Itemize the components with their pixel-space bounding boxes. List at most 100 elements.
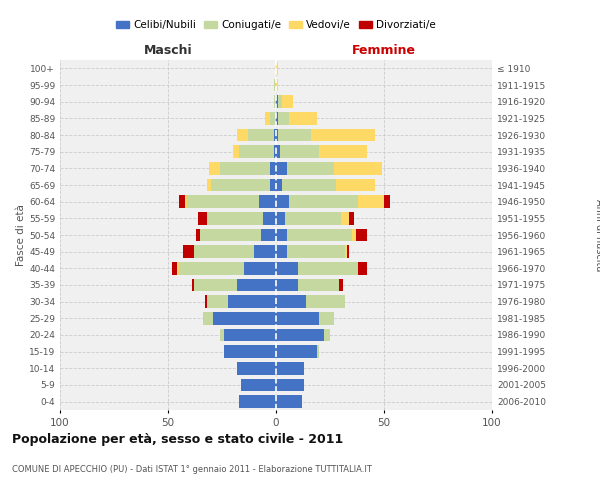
Bar [269, 112, 276, 124]
Bar [211, 179, 269, 192]
Bar [276, 146, 280, 158]
Bar [214, 312, 276, 324]
Bar [276, 296, 306, 308]
Bar [185, 196, 187, 208]
Bar [209, 162, 220, 174]
Bar [278, 96, 283, 108]
Bar [179, 196, 185, 208]
Bar [263, 212, 276, 224]
Bar [287, 229, 352, 241]
Bar [254, 246, 276, 258]
Bar [323, 329, 330, 341]
Bar [274, 96, 276, 108]
Bar [356, 229, 367, 241]
Bar [311, 129, 376, 141]
Bar [194, 279, 237, 291]
Bar [280, 146, 319, 158]
Bar [276, 62, 278, 74]
Bar [338, 279, 343, 291]
Bar [207, 296, 229, 308]
Bar [276, 112, 278, 124]
Bar [284, 212, 341, 224]
Bar [220, 162, 269, 174]
Bar [269, 162, 276, 174]
Bar [237, 129, 248, 141]
Bar [298, 279, 338, 291]
Bar [241, 379, 276, 391]
Bar [349, 212, 354, 224]
Bar [341, 212, 349, 224]
Bar [276, 279, 298, 291]
Bar [276, 162, 287, 174]
Bar [276, 262, 298, 274]
Bar [179, 262, 244, 274]
Bar [358, 196, 384, 208]
Bar [224, 346, 276, 358]
Bar [334, 162, 382, 174]
Bar [237, 362, 276, 374]
Bar [274, 146, 276, 158]
Bar [276, 129, 278, 141]
Bar [224, 329, 276, 341]
Text: Popolazione per età, sesso e stato civile - 2011: Popolazione per età, sesso e stato civil… [12, 432, 343, 446]
Legend: Celibi/Nubili, Coniugati/e, Vedovi/e, Divorziati/e: Celibi/Nubili, Coniugati/e, Vedovi/e, Di… [112, 16, 440, 34]
Bar [194, 246, 254, 258]
Bar [172, 262, 176, 274]
Bar [319, 312, 334, 324]
Bar [276, 96, 278, 108]
Bar [261, 229, 276, 241]
Text: Femmine: Femmine [352, 44, 416, 57]
Bar [276, 179, 283, 192]
Bar [276, 396, 302, 408]
Bar [187, 196, 259, 208]
Bar [198, 212, 207, 224]
Bar [283, 96, 293, 108]
Bar [276, 379, 304, 391]
Bar [207, 179, 211, 192]
Bar [384, 196, 391, 208]
Bar [239, 146, 274, 158]
Bar [248, 129, 274, 141]
Bar [265, 112, 269, 124]
Text: Maschi: Maschi [143, 44, 193, 57]
Bar [276, 329, 323, 341]
Bar [337, 179, 376, 192]
Bar [347, 246, 349, 258]
Bar [352, 229, 356, 241]
Bar [358, 262, 367, 274]
Bar [269, 179, 276, 192]
Bar [276, 246, 287, 258]
Bar [274, 129, 276, 141]
Bar [183, 246, 194, 258]
Bar [278, 129, 311, 141]
Bar [276, 346, 317, 358]
Bar [276, 212, 284, 224]
Bar [220, 329, 224, 341]
Bar [289, 112, 317, 124]
Bar [196, 229, 200, 241]
Bar [276, 196, 289, 208]
Bar [283, 179, 337, 192]
Bar [237, 279, 276, 291]
Bar [176, 262, 179, 274]
Y-axis label: Anni di nascita: Anni di nascita [595, 199, 600, 271]
Bar [289, 196, 358, 208]
Bar [317, 346, 319, 358]
Bar [287, 246, 345, 258]
Bar [345, 246, 347, 258]
Text: COMUNE DI APECCHIO (PU) - Dati ISTAT 1° gennaio 2011 - Elaborazione TUTTITALIA.I: COMUNE DI APECCHIO (PU) - Dati ISTAT 1° … [12, 466, 372, 474]
Bar [298, 262, 358, 274]
Bar [233, 146, 239, 158]
Bar [306, 296, 345, 308]
Bar [319, 146, 367, 158]
Bar [276, 362, 304, 374]
Bar [276, 79, 278, 92]
Bar [259, 196, 276, 208]
Bar [274, 79, 276, 92]
Bar [207, 212, 263, 224]
Bar [239, 396, 276, 408]
Bar [276, 229, 287, 241]
Bar [200, 229, 261, 241]
Bar [276, 312, 319, 324]
Bar [229, 296, 276, 308]
